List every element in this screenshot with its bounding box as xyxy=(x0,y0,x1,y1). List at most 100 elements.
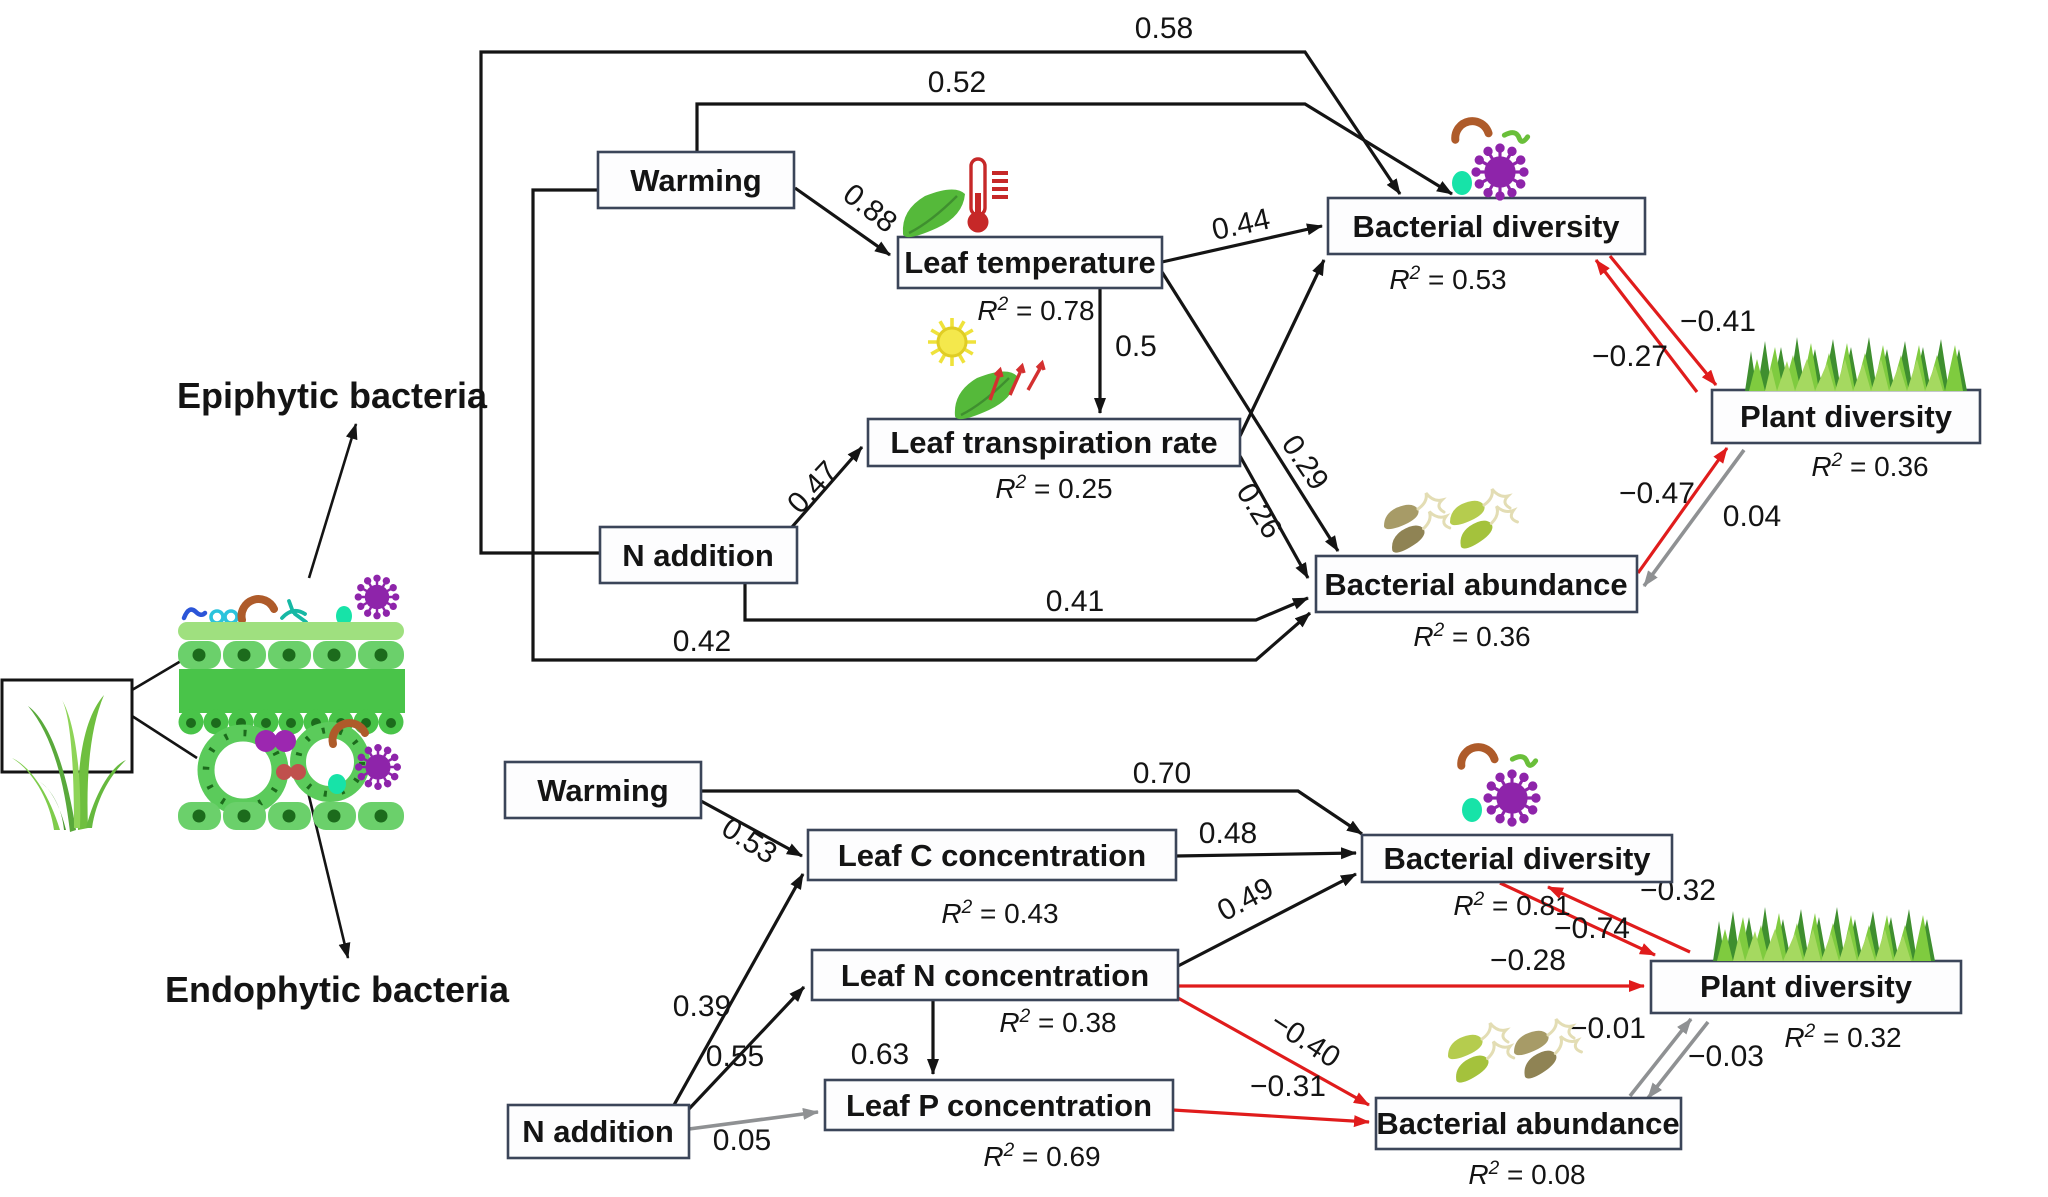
arrow-leaf-n-to-bacterial-abundance xyxy=(1177,996,1370,1107)
arrow-warming-to-bacterial-diversity xyxy=(701,789,1363,836)
box-naddition-epiphytic: N addition xyxy=(598,525,799,585)
coef-label: −0.28 xyxy=(1490,944,1566,977)
grass-inset-box xyxy=(0,678,134,774)
inset-connector-bottom xyxy=(131,714,198,760)
svg-text:R2 = 0.32: R2 = 0.32 xyxy=(1784,1021,1901,1053)
grass-icon-plant-diversity-endophytic xyxy=(1713,907,1935,961)
coef-label: 0.05 xyxy=(713,1124,771,1157)
arrow-bacterial-diversity-to-plant-diversity xyxy=(1608,254,1718,387)
blue-microbe-icon xyxy=(181,607,208,621)
svg-text:Plant diversity: Plant diversity xyxy=(1700,969,1913,1004)
brown-microbe-icon xyxy=(242,599,274,620)
coef-label: −0.27 xyxy=(1592,340,1668,373)
arrow-naddition-to-bacterial-abundance xyxy=(743,583,1309,622)
arrow-naddition-to-leaf-c xyxy=(672,873,805,1106)
arrow-plant-diversity-to-bacterial-abundance xyxy=(1642,448,1746,588)
coef-label: 0.39 xyxy=(673,990,731,1023)
coef-label: −0.31 xyxy=(1250,1070,1326,1103)
coef-label: 0.26 xyxy=(1230,477,1289,544)
bacteria-icon-abundance-epiphytic xyxy=(1382,487,1522,555)
arrow-warming-to-bacterial-diversity xyxy=(695,102,1453,196)
coef-label: 0.70 xyxy=(1133,757,1191,790)
box-bacterial-abundance-endophytic: Bacterial abundance R2 = 0.08 xyxy=(1374,1096,1683,1190)
svg-text:N addition: N addition xyxy=(522,1114,674,1149)
coef-label: 0.63 xyxy=(851,1038,909,1071)
svg-text:R2 = 0.08: R2 = 0.08 xyxy=(1468,1158,1585,1190)
coef-label: −0.74 xyxy=(1554,912,1630,945)
box-plant-diversity-epiphytic: Plant diversity R2 = 0.36 xyxy=(1710,388,1982,482)
arrow-warming-to-leaf-temperature xyxy=(794,186,891,257)
arrow-bacterial-abundance-to-plant-diversity xyxy=(1636,447,1729,574)
arrow-leaf-transpiration-to-bacterial-abundance xyxy=(1238,455,1310,579)
coef-label: −0.03 xyxy=(1688,1040,1764,1073)
arrow-leaf-c-to-bacterial-diversity xyxy=(1175,847,1357,860)
coef-label: 0.42 xyxy=(673,625,731,658)
endophytic-label: Endophytic bacteria xyxy=(165,969,510,1010)
palisade-bottom-cells xyxy=(178,709,404,735)
coef-label: −0.01 xyxy=(1570,1012,1646,1045)
svg-text:R2 = 0.36: R2 = 0.36 xyxy=(1413,620,1530,652)
box-leaf-n: Leaf N concentration R2 = 0.38 xyxy=(810,948,1180,1038)
box-warming-endophytic: Warming xyxy=(503,760,703,820)
arrow-plant-diversity-to-bacterial-diversity xyxy=(1547,885,1691,954)
grass-icon-plant-diversity-epiphytic xyxy=(1745,337,1967,391)
coef-label: 0.88 xyxy=(837,178,903,240)
teal-branched-microbe-icon xyxy=(280,599,308,624)
epiphytic-label: Epiphytic bacteria xyxy=(177,375,488,416)
teal-microbe-icon xyxy=(336,606,352,626)
bacteria-icon-abundance-endophytic xyxy=(1446,1017,1586,1085)
coef-label: −0.41 xyxy=(1680,305,1756,338)
endophytic-microbes xyxy=(255,723,402,794)
svg-text:Leaf C concentration: Leaf C concentration xyxy=(838,838,1146,873)
coef-label: −0.47 xyxy=(1619,477,1695,510)
svg-text:R2 = 0.81: R2 = 0.81 xyxy=(1453,889,1570,921)
coef-label: 0.58 xyxy=(1135,12,1193,45)
arrow-warming-to-bacterial-abundance xyxy=(531,188,1312,662)
box-warming-epiphytic: Warming xyxy=(596,150,796,210)
box-leaf-p: Leaf P concentration R2 = 0.69 xyxy=(823,1078,1175,1172)
grass-tuft-icon xyxy=(12,695,126,832)
arrow-to-epiphytic-label xyxy=(307,423,358,579)
coef-label: −0.40 xyxy=(1264,1006,1346,1075)
svg-text:Bacterial abundance: Bacterial abundance xyxy=(1324,567,1627,602)
box-naddition-endophytic: N addition xyxy=(506,1103,691,1160)
coef-label: 0.41 xyxy=(1046,585,1104,618)
arrow-leaf-transpiration-to-bacterial-diversity xyxy=(1238,259,1326,437)
arrow-leaf-temperature-to-bacterial-diversity xyxy=(1161,223,1323,264)
svg-text:Bacterial abundance: Bacterial abundance xyxy=(1376,1106,1679,1141)
coef-label: 0.52 xyxy=(928,66,986,99)
svg-text:Plant diversity: Plant diversity xyxy=(1740,399,1953,434)
svg-text:Bacterial diversity: Bacterial diversity xyxy=(1352,209,1620,244)
svg-text:Warming: Warming xyxy=(537,773,668,808)
cyan-microbe-icon xyxy=(209,609,239,625)
coef-label: 0.53 xyxy=(716,811,783,870)
svg-text:R2 = 0.36: R2 = 0.36 xyxy=(1811,450,1928,482)
coef-label: 0.5 xyxy=(1115,330,1157,363)
svg-text:Bacterial diversity: Bacterial diversity xyxy=(1383,841,1651,876)
arrow-leaf-p-to-bacterial-abundance xyxy=(1172,1108,1370,1128)
palisade-layer xyxy=(179,669,405,713)
inset-connector-top xyxy=(131,656,187,692)
svg-text:R2 = 0.38: R2 = 0.38 xyxy=(999,1006,1116,1038)
coef-label: 0.47 xyxy=(781,455,845,520)
svg-text:R2 = 0.78: R2 = 0.78 xyxy=(977,294,1094,326)
svg-text:Leaf P concentration: Leaf P concentration xyxy=(846,1088,1152,1123)
box-leaf-transpiration: Leaf transpiration rate R2 = 0.25 xyxy=(866,417,1242,504)
microbes-icon-diversity-endophytic xyxy=(1461,745,1541,827)
epiphytic-model: 0.58 0.52 0.88 0.44 0.5 0.29 0.26 0.47 0… xyxy=(479,12,1982,662)
arrow-plant-diversity-to-bacterial-diversity xyxy=(1594,259,1699,393)
svg-text:R2 = 0.43: R2 = 0.43 xyxy=(941,897,1058,929)
leaf-thermometer-icon xyxy=(901,159,1008,239)
svg-text:R2 = 0.25: R2 = 0.25 xyxy=(995,472,1112,504)
svg-text:R2 = 0.69: R2 = 0.69 xyxy=(983,1140,1100,1172)
arrow-warming-to-leaf-c xyxy=(700,799,803,858)
svg-text:Warming: Warming xyxy=(630,163,761,198)
lower-epidermis-cells xyxy=(178,802,404,830)
leaf-cuticle xyxy=(178,622,404,640)
leaf-cross-section xyxy=(178,574,405,830)
coef-label: 0.55 xyxy=(706,1040,764,1073)
arrow-bacterial-diversity-to-plant-diversity xyxy=(1499,881,1656,957)
transpiration-icon xyxy=(926,316,1046,421)
microbes-icon-diversity-epiphytic xyxy=(1452,119,1528,201)
